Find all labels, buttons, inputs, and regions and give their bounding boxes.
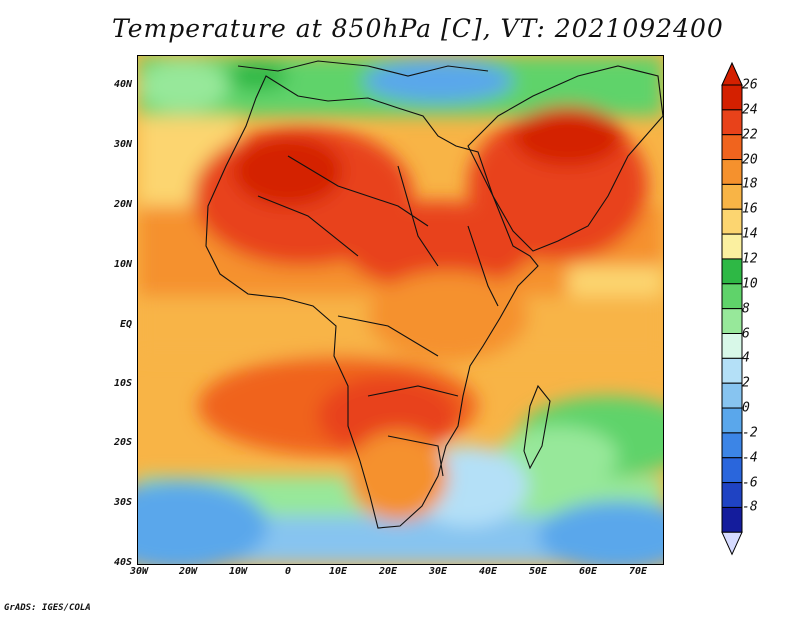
lat-label-20n: 20N <box>113 199 132 210</box>
lon-label-50e: 50E <box>528 566 548 577</box>
colorbar-segment <box>721 457 743 484</box>
colorbar-label: 24 <box>742 102 758 118</box>
lat-label-40n: 40N <box>113 79 132 90</box>
colorbar-segment <box>721 432 743 459</box>
lon-label-10w: 10W <box>228 566 248 577</box>
lat-label-10n: 10N <box>113 259 132 270</box>
lon-label-10e: 10E <box>328 566 348 577</box>
colorbar-label: -8 <box>742 499 758 515</box>
temperature-field <box>138 56 663 564</box>
colorbar-segment <box>721 159 743 185</box>
lat-label-eq: EQ <box>119 319 132 330</box>
colorbar-segment <box>721 233 743 260</box>
lat-label-10s: 10S <box>113 378 132 389</box>
colorbar-label: 14 <box>742 226 758 242</box>
colorbar-segment <box>721 308 743 334</box>
europe-coast <box>237 60 489 77</box>
temperature-map <box>137 55 664 565</box>
colorbar-under-triangle <box>721 531 743 556</box>
lat-label-20s: 20S <box>113 437 132 448</box>
colorbar-segment <box>721 134 743 161</box>
colorbar-label: -2 <box>742 425 758 441</box>
country-borders <box>257 155 499 477</box>
credit-text: GrADS: IGES/COLA <box>4 603 91 613</box>
colorbar-segment <box>721 357 743 384</box>
colorbar-label: 20 <box>742 152 758 168</box>
colorbar-label: 2 <box>742 375 750 391</box>
colorbar-segment <box>721 283 743 310</box>
colorbar-segment <box>721 333 743 359</box>
colorbar-over-triangle <box>721 61 743 86</box>
colorbar-segment <box>721 84 743 111</box>
lon-label-60e: 60E <box>578 566 598 577</box>
lon-label-0: 0 <box>284 566 292 577</box>
lon-label-30w: 30W <box>129 566 149 577</box>
lon-label-30e: 30E <box>428 566 448 577</box>
lon-label-20w: 20W <box>178 566 198 577</box>
colorbar-label: 18 <box>742 176 758 192</box>
colorbar-label: 12 <box>742 251 758 267</box>
colorbar-label: 6 <box>742 326 750 341</box>
lon-label-40e: 40E <box>478 566 498 577</box>
colorbar-label: -4 <box>742 450 758 466</box>
lon-label-20e: 20E <box>378 566 398 577</box>
colorbar-label: 16 <box>742 201 758 217</box>
coastlines <box>205 60 663 529</box>
colorbar-segment <box>721 506 743 533</box>
colorbar-label: 8 <box>742 301 750 317</box>
africa-coast <box>205 75 539 529</box>
colorbar-label: 22 <box>742 127 758 143</box>
colorbar-label: 10 <box>742 276 758 292</box>
lat-label-30s: 30S <box>113 497 132 508</box>
arabia-coast <box>467 65 663 252</box>
colorbar-segment <box>721 407 743 434</box>
colorbar-label: 0 <box>742 400 750 416</box>
field-contours <box>138 56 663 564</box>
colorbar-label: 4 <box>742 350 750 366</box>
colorbar-segment <box>721 482 743 508</box>
lat-label-40s: 40S <box>113 557 132 568</box>
colorbar-segment <box>721 382 743 409</box>
colorbar-segment <box>721 183 743 210</box>
colorbar-segment <box>721 208 743 235</box>
madagascar-coast <box>523 384 551 470</box>
colorbar-segment <box>721 109 743 136</box>
colorbar-segment <box>721 258 743 285</box>
map-title: Temperature at 850hPa [C], VT: 202109240… <box>112 14 724 43</box>
lon-label-70e: 70E <box>628 566 648 577</box>
lat-label-30n: 30N <box>113 139 132 150</box>
colorbar-label: 26 <box>742 77 758 93</box>
colorbar-label: -6 <box>742 475 758 491</box>
